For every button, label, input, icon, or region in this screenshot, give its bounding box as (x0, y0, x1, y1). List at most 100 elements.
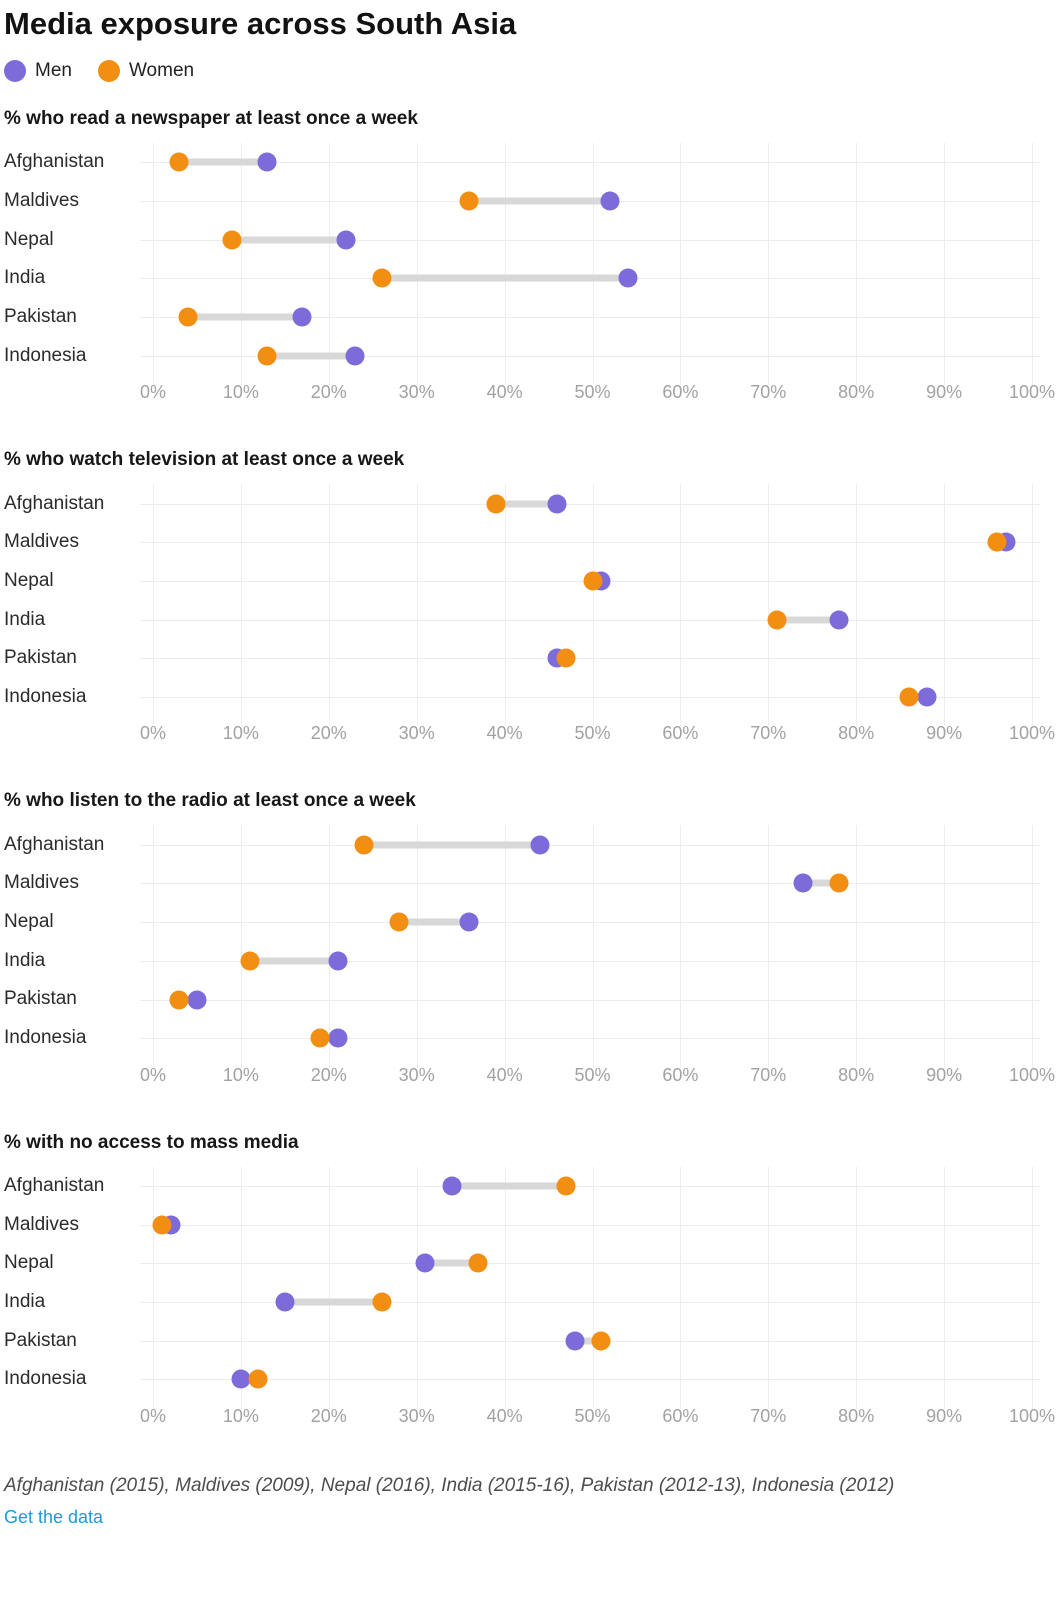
axis-tick-label: 10% (222, 382, 259, 403)
gridline (240, 1166, 242, 1409)
row-gridline (140, 960, 1040, 962)
panel--who-watch-television-at-least-once-a-we: % who watch television at least once a w… (4, 449, 1055, 746)
row-gridline (140, 1185, 1040, 1187)
category-label-afghanistan: Afghanistan (4, 1174, 105, 1196)
dot-men-pakistan (292, 307, 312, 327)
dumbbell-row-pakistan (140, 980, 1040, 1019)
row-gridline (140, 317, 1040, 319)
gridline (416, 143, 418, 386)
gridline (944, 484, 946, 727)
category-label-india: India (4, 949, 46, 971)
gridline (768, 143, 770, 386)
gridline (768, 484, 770, 727)
category-label-afghanistan: Afghanistan (4, 492, 105, 514)
axis-tick-label: 0% (139, 723, 167, 744)
row-gridline (140, 1038, 1040, 1040)
dot-women-nepal (389, 912, 409, 932)
row-gridline (140, 503, 1040, 505)
dot-men-afghanistan (442, 1176, 462, 1196)
dot-men-indonesia (917, 687, 937, 707)
dot-men-indonesia (231, 1369, 251, 1389)
legend-label-women: Women (128, 60, 195, 81)
gridline (680, 1166, 682, 1409)
dot-women-indonesia (248, 1369, 268, 1389)
row-gridline (140, 922, 1040, 924)
gridline (328, 143, 330, 386)
axis-tick-label: 0% (139, 1405, 167, 1426)
axis-tick-label: 100% (1008, 723, 1056, 744)
row-gridline (140, 658, 1040, 660)
dot-men-indonesia (328, 1028, 348, 1048)
footer: Afghanistan (2015), Maldives (2009), Nep… (4, 1475, 1051, 1528)
axis-tick-label: 90% (926, 382, 963, 403)
row-gridline (140, 1224, 1040, 1226)
gridline (240, 143, 242, 386)
dumbbell-row-nepal (140, 562, 1040, 601)
panel--with-no-access-to-mass-media: % with no access to mass media Afghanista… (4, 1131, 1055, 1429)
gridline (504, 825, 506, 1068)
category-label-nepal: Nepal (4, 1252, 54, 1274)
chart-title: Media exposure across South Asia (4, 6, 517, 41)
gridline (768, 825, 770, 1068)
chart: Afghanistan Maldives Nepal India Pakistan Ind… (4, 1166, 1051, 1409)
gridline (153, 143, 154, 386)
category-label-pakistan: Pakistan (4, 647, 77, 669)
gridline (416, 1166, 418, 1409)
axis-tick-label: 10% (222, 1405, 259, 1426)
dumbbell-row-india (140, 600, 1040, 639)
panel-title: % who listen to the radio at least once … (4, 790, 416, 812)
dumbbell-row-pakistan (140, 298, 1040, 337)
axis-tick-label: 20% (310, 723, 347, 744)
dot-women-maldives (829, 873, 849, 893)
gridline (240, 825, 242, 1068)
connector-indonesia (267, 352, 356, 360)
connector-maldives (469, 197, 611, 205)
dot-men-india (275, 1292, 295, 1312)
dot-women-india (372, 268, 392, 288)
men-swatch-icon (4, 60, 26, 82)
x-axis: 0% 10% 20% 30% 40% 50% 60% 70% 80% 90% 100% (140, 1399, 1055, 1429)
connector-afghanistan (495, 500, 558, 508)
category-labels: Afghanistan Maldives Nepal India Pakistan Ind… (4, 1167, 153, 1399)
axis-tick-label: 100% (1008, 382, 1056, 403)
connector-india (777, 616, 839, 624)
row-gridline (140, 239, 1040, 241)
gridline (944, 143, 946, 386)
category-label-maldives: Maldives (4, 872, 79, 894)
plot-area (140, 825, 1040, 1068)
dot-women-afghanistan (556, 1176, 576, 1196)
get-the-data-link[interactable]: Get the data (4, 1506, 104, 1527)
legend-label-men: Men (35, 60, 72, 81)
category-label-indonesia: Indonesia (4, 685, 87, 707)
category-label-maldives: Maldives (4, 190, 79, 212)
dumbbell-row-indonesia (140, 1360, 1040, 1399)
gridline (1032, 143, 1033, 386)
dot-women-afghanistan (354, 835, 374, 855)
axis-tick-label: 10% (222, 723, 259, 744)
dot-women-nepal (222, 230, 242, 250)
legend: Men Women (4, 60, 1051, 82)
axis-tick-label: 80% (838, 723, 875, 744)
axis-tick-label: 40% (486, 382, 523, 403)
dumbbell-row-india (140, 941, 1040, 980)
axis-tick-label: 90% (926, 1405, 963, 1426)
dot-men-nepal (336, 230, 356, 250)
dot-women-nepal (583, 571, 602, 591)
source-note: Afghanistan (2015), Maldives (2009), Nep… (4, 1474, 895, 1496)
legend-item-men: Men (4, 60, 72, 82)
gridline (328, 825, 330, 1068)
gridline (680, 143, 682, 386)
axis-tick-label: 70% (750, 1064, 787, 1085)
category-label-pakistan: Pakistan (4, 988, 77, 1010)
dumbbell-row-maldives (140, 864, 1040, 903)
dumbbell-row-pakistan (140, 639, 1040, 678)
row-gridline (140, 844, 1040, 846)
connector-india (249, 957, 338, 965)
gridline (328, 484, 330, 727)
panel-title: % with no access to mass media (4, 1131, 299, 1153)
category-label-pakistan: Pakistan (4, 1329, 77, 1351)
women-swatch-icon (97, 60, 120, 82)
axis-tick-label: 50% (574, 382, 611, 403)
axis-tick-label: 0% (139, 382, 167, 403)
row-gridline (140, 883, 1040, 885)
